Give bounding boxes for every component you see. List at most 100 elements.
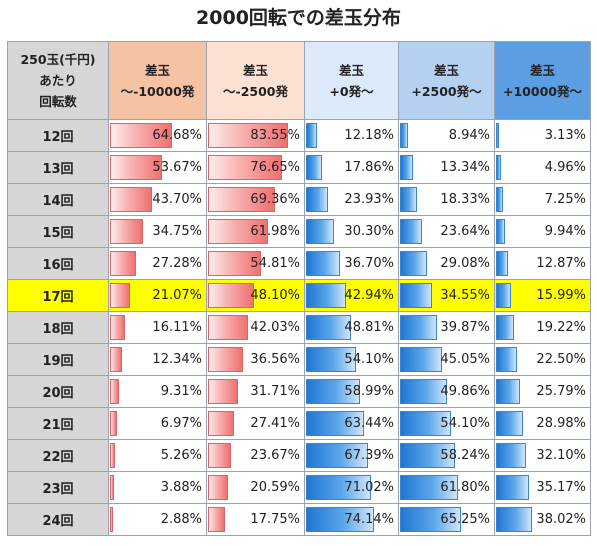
value-cell: 30.30%	[304, 215, 399, 248]
row-label: 18回	[7, 311, 109, 344]
data-bar	[306, 379, 361, 404]
data-bar	[208, 123, 289, 148]
data-bar	[110, 315, 126, 340]
row-label: 20回	[7, 375, 109, 408]
value-cell: 48.10%	[206, 279, 305, 312]
data-bar	[208, 379, 239, 404]
value-cell: 43.70%	[108, 183, 207, 216]
value-cell: 5.26%	[108, 439, 207, 472]
row-label: 15回	[7, 215, 109, 248]
data-bar	[110, 187, 152, 212]
data-bar	[306, 123, 318, 148]
data-bar	[110, 507, 113, 532]
data-label: 71.02%	[344, 480, 394, 495]
header-text-line: ～-10000発	[120, 83, 195, 99]
value-cell: 58.24%	[398, 439, 495, 472]
data-label: 28.98%	[536, 416, 586, 431]
data-label: 67.39%	[344, 448, 394, 463]
data-label: 27.28%	[152, 256, 202, 271]
value-cell: 21.07%	[108, 279, 207, 312]
data-bar	[208, 443, 231, 468]
data-bar	[400, 315, 438, 340]
data-bar	[496, 283, 512, 308]
data-label: 53.67%	[152, 160, 202, 175]
data-bar	[208, 475, 228, 500]
table-row: 20回 9.31% 31.71% 58.99% 49.86% 25.79%	[7, 375, 591, 408]
value-cell: 12.34%	[108, 343, 207, 376]
data-bar	[496, 219, 506, 244]
data-bar	[306, 155, 323, 180]
data-bar	[110, 251, 137, 276]
data-bar	[306, 347, 356, 372]
data-bar	[400, 123, 409, 148]
data-label: 9.94%	[544, 224, 586, 239]
table-row: 18回 16.11% 42.03% 48.81% 39.87% 19.22%	[7, 311, 591, 344]
value-cell: 83.55%	[206, 119, 305, 152]
data-label: 5.26%	[160, 448, 202, 463]
data-label: 34.55%	[440, 288, 490, 303]
value-cell: 64.68%	[108, 119, 207, 152]
table-row: 14回 43.70% 69.36% 23.93% 18.33% 7.25%	[7, 183, 591, 216]
column-header: 差玉 +10000発～	[494, 41, 591, 120]
data-label: 20.59%	[250, 480, 300, 495]
value-cell: 71.02%	[304, 471, 399, 504]
value-cell: 54.81%	[206, 247, 305, 280]
header-text-line: 差玉	[529, 62, 555, 78]
data-label: 7.25%	[544, 192, 586, 207]
column-header: 差玉 +0発～	[304, 41, 399, 120]
data-label: 21.07%	[152, 288, 202, 303]
column-header: 差玉 +2500発～	[398, 41, 495, 120]
data-label: 8.94%	[448, 128, 490, 143]
value-cell: 9.31%	[108, 375, 207, 408]
data-bar	[110, 219, 144, 244]
data-label: 76.65%	[250, 160, 300, 175]
value-cell: 42.94%	[304, 279, 399, 312]
data-label: 65.25%	[440, 512, 490, 527]
header-text-line: +2500発～	[411, 83, 482, 99]
row-label: 23回	[7, 471, 109, 504]
data-label: 23.93%	[344, 192, 394, 207]
value-cell: 22.50%	[494, 343, 591, 376]
data-label: 30.30%	[344, 224, 394, 239]
data-bar	[496, 443, 527, 468]
value-cell: 53.67%	[108, 151, 207, 184]
value-cell: 20.59%	[206, 471, 305, 504]
data-label: 43.70%	[152, 192, 202, 207]
data-label: 22.50%	[536, 352, 586, 367]
data-bar	[110, 283, 131, 308]
header-text-line: +10000発～	[503, 83, 582, 99]
value-cell: 16.11%	[108, 311, 207, 344]
data-label: 63.44%	[344, 416, 394, 431]
data-label: 9.31%	[160, 384, 202, 399]
header-text-line: あたり	[39, 73, 77, 88]
data-label: 23.64%	[440, 224, 490, 239]
value-cell: 54.10%	[398, 407, 495, 440]
data-bar	[208, 411, 235, 436]
value-cell: 2.88%	[108, 503, 207, 536]
chart-title: 2000回転での差玉分布	[196, 7, 401, 29]
data-label: 6.97%	[160, 416, 202, 431]
row-label: 14回	[7, 183, 109, 216]
table-row: 17回 21.07% 48.10% 42.94% 34.55% 15.99%	[7, 279, 591, 312]
value-cell: 36.70%	[304, 247, 399, 280]
value-cell: 23.67%	[206, 439, 305, 472]
table-row: 13回 53.67% 76.65% 17.86% 13.34% 4.96%	[7, 151, 591, 184]
data-bar	[306, 443, 368, 468]
row-header-cell: 250玉(千円) あたり 回転数	[7, 41, 109, 120]
value-cell: 34.75%	[108, 215, 207, 248]
value-cell: 29.08%	[398, 247, 495, 280]
data-bar	[400, 283, 433, 308]
value-cell: 28.98%	[494, 407, 591, 440]
data-label: 19.22%	[536, 320, 586, 335]
data-label: 83.55%	[250, 128, 300, 143]
data-bar	[208, 507, 226, 532]
data-bar	[306, 411, 365, 436]
data-bar	[110, 443, 116, 468]
table-row: 22回 5.26% 23.67% 67.39% 58.24% 32.10%	[7, 439, 591, 472]
data-bar	[496, 315, 515, 340]
table-row: 24回 2.88% 17.75% 74.14% 65.25% 38.02%	[7, 503, 591, 536]
data-label: 74.14%	[344, 512, 394, 527]
data-label: 58.24%	[440, 448, 490, 463]
data-bar	[400, 219, 423, 244]
value-cell: 63.44%	[304, 407, 399, 440]
